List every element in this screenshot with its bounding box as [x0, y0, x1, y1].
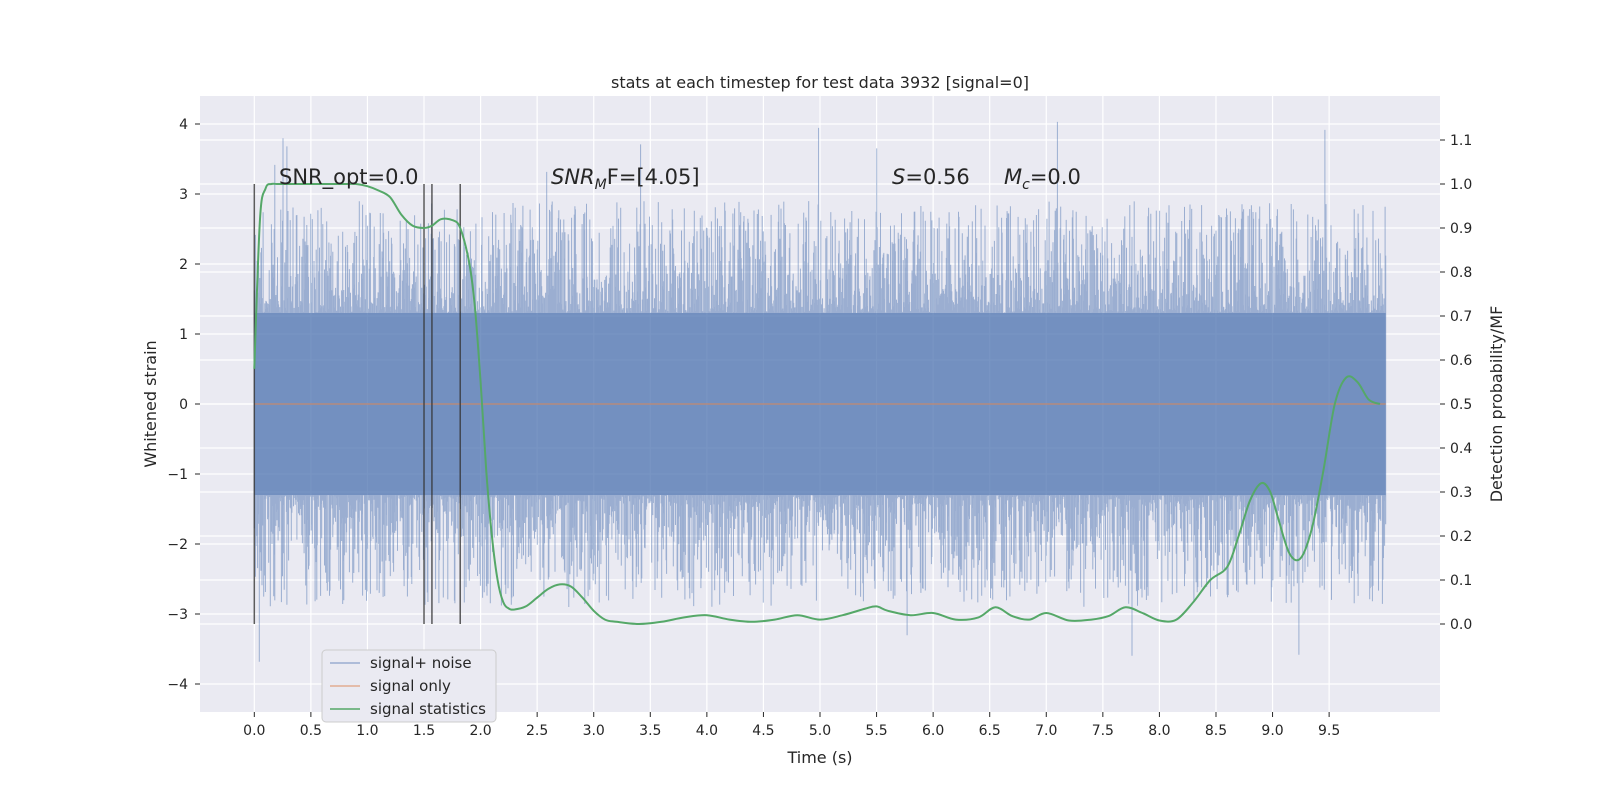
y-left-tick-label: 3	[179, 187, 188, 203]
x-tick-label: 0.5	[300, 723, 322, 739]
legend-label-noise: signal+ noise	[370, 654, 472, 672]
y-right-tick-label: 0.8	[1450, 265, 1472, 281]
x-tick-label: 5.5	[865, 723, 887, 739]
x-tick-label: 6.5	[979, 723, 1001, 739]
y-left-tick-label: 1	[179, 327, 188, 343]
y-axis-left: −4 −3 −2 −1 0 1 2 3 4	[167, 117, 200, 693]
annotation-mc: Mc=0.0	[1004, 165, 1081, 193]
x-tick-label: 1.5	[413, 723, 435, 739]
annotation-s: S=0.56	[892, 165, 970, 189]
x-tick-label: 4.0	[696, 723, 718, 739]
y-right-tick-label: 1.1	[1450, 133, 1472, 149]
y-right-tick-label: 0.9	[1450, 221, 1472, 237]
y-right-tick-label: 0.4	[1450, 441, 1472, 457]
y-left-tick-label: −4	[167, 677, 188, 693]
x-tick-label: 8.5	[1205, 723, 1227, 739]
y-right-tick-label: 0.0	[1450, 617, 1472, 633]
y-right-tick-label: 0.2	[1450, 529, 1472, 545]
x-tick-label: 2.5	[526, 723, 548, 739]
legend-box	[321, 649, 497, 723]
legend-label-signal-only: signal only	[370, 677, 451, 695]
y-left-tick-label: −2	[167, 537, 188, 553]
vertical-markers	[253, 184, 461, 624]
y-right-tick-label: 0.7	[1450, 309, 1472, 325]
x-tick-label: 5.0	[809, 723, 831, 739]
chart-title: stats at each timestep for test data 393…	[611, 73, 1029, 92]
x-tick-label: 3.0	[583, 723, 605, 739]
y-left-tick-label: −3	[167, 607, 188, 623]
y-axis-left-label: Whitened strain	[141, 340, 160, 467]
annotation-snr-opt: SNR_opt=0.0	[279, 165, 419, 190]
x-tick-label: 6.0	[922, 723, 944, 739]
statistics-line	[253, 182, 1381, 626]
y-left-tick-label: 2	[179, 257, 188, 273]
x-tick-label: 3.5	[639, 723, 661, 739]
x-tick-label: 9.0	[1261, 723, 1283, 739]
x-tick-label: 1.0	[356, 723, 378, 739]
y-right-tick-label: 1.0	[1450, 177, 1472, 193]
x-tick-label: 2.0	[469, 723, 491, 739]
y-left-tick-label: −1	[167, 467, 188, 483]
x-tick-label: 8.0	[1148, 723, 1170, 739]
y-left-tick-label: 4	[179, 117, 188, 133]
annotation-snr-mf: SNRMF=[4.05]	[551, 165, 700, 193]
legend-label-statistics: signal statistics	[370, 700, 486, 718]
x-tick-label: 7.0	[1035, 723, 1057, 739]
x-tick-label: 7.5	[1092, 723, 1114, 739]
y-axis-right: 0.0 0.1 0.2 0.3 0.4 0.5 0.6 0.7 0.8 0.9 1.0 1.1	[1440, 133, 1472, 633]
x-axis-label: Time (s)	[786, 748, 852, 767]
x-tick-label: 9.5	[1318, 723, 1340, 739]
y-right-tick-label: 0.6	[1450, 353, 1472, 369]
y-axis-right-label: Detection probability/MF	[1487, 306, 1506, 503]
y-left-tick-label: 0	[179, 397, 188, 413]
x-tick-label: 4.5	[752, 723, 774, 739]
y-right-tick-label: 0.3	[1450, 485, 1472, 501]
x-axis: 0.0 0.5 1.0 1.5 2.0 2.5 3.0 3.5 4.0 4.5 5.0 5.5 6.0 6…	[243, 712, 1340, 739]
y-right-tick-label: 0.5	[1450, 397, 1472, 413]
legend: signal+ noise signal only signal statist…	[321, 649, 497, 723]
x-tick-label: 0.0	[243, 723, 265, 739]
y-right-tick-label: 0.1	[1450, 573, 1472, 589]
signal-statistics-series	[253, 182, 1381, 626]
